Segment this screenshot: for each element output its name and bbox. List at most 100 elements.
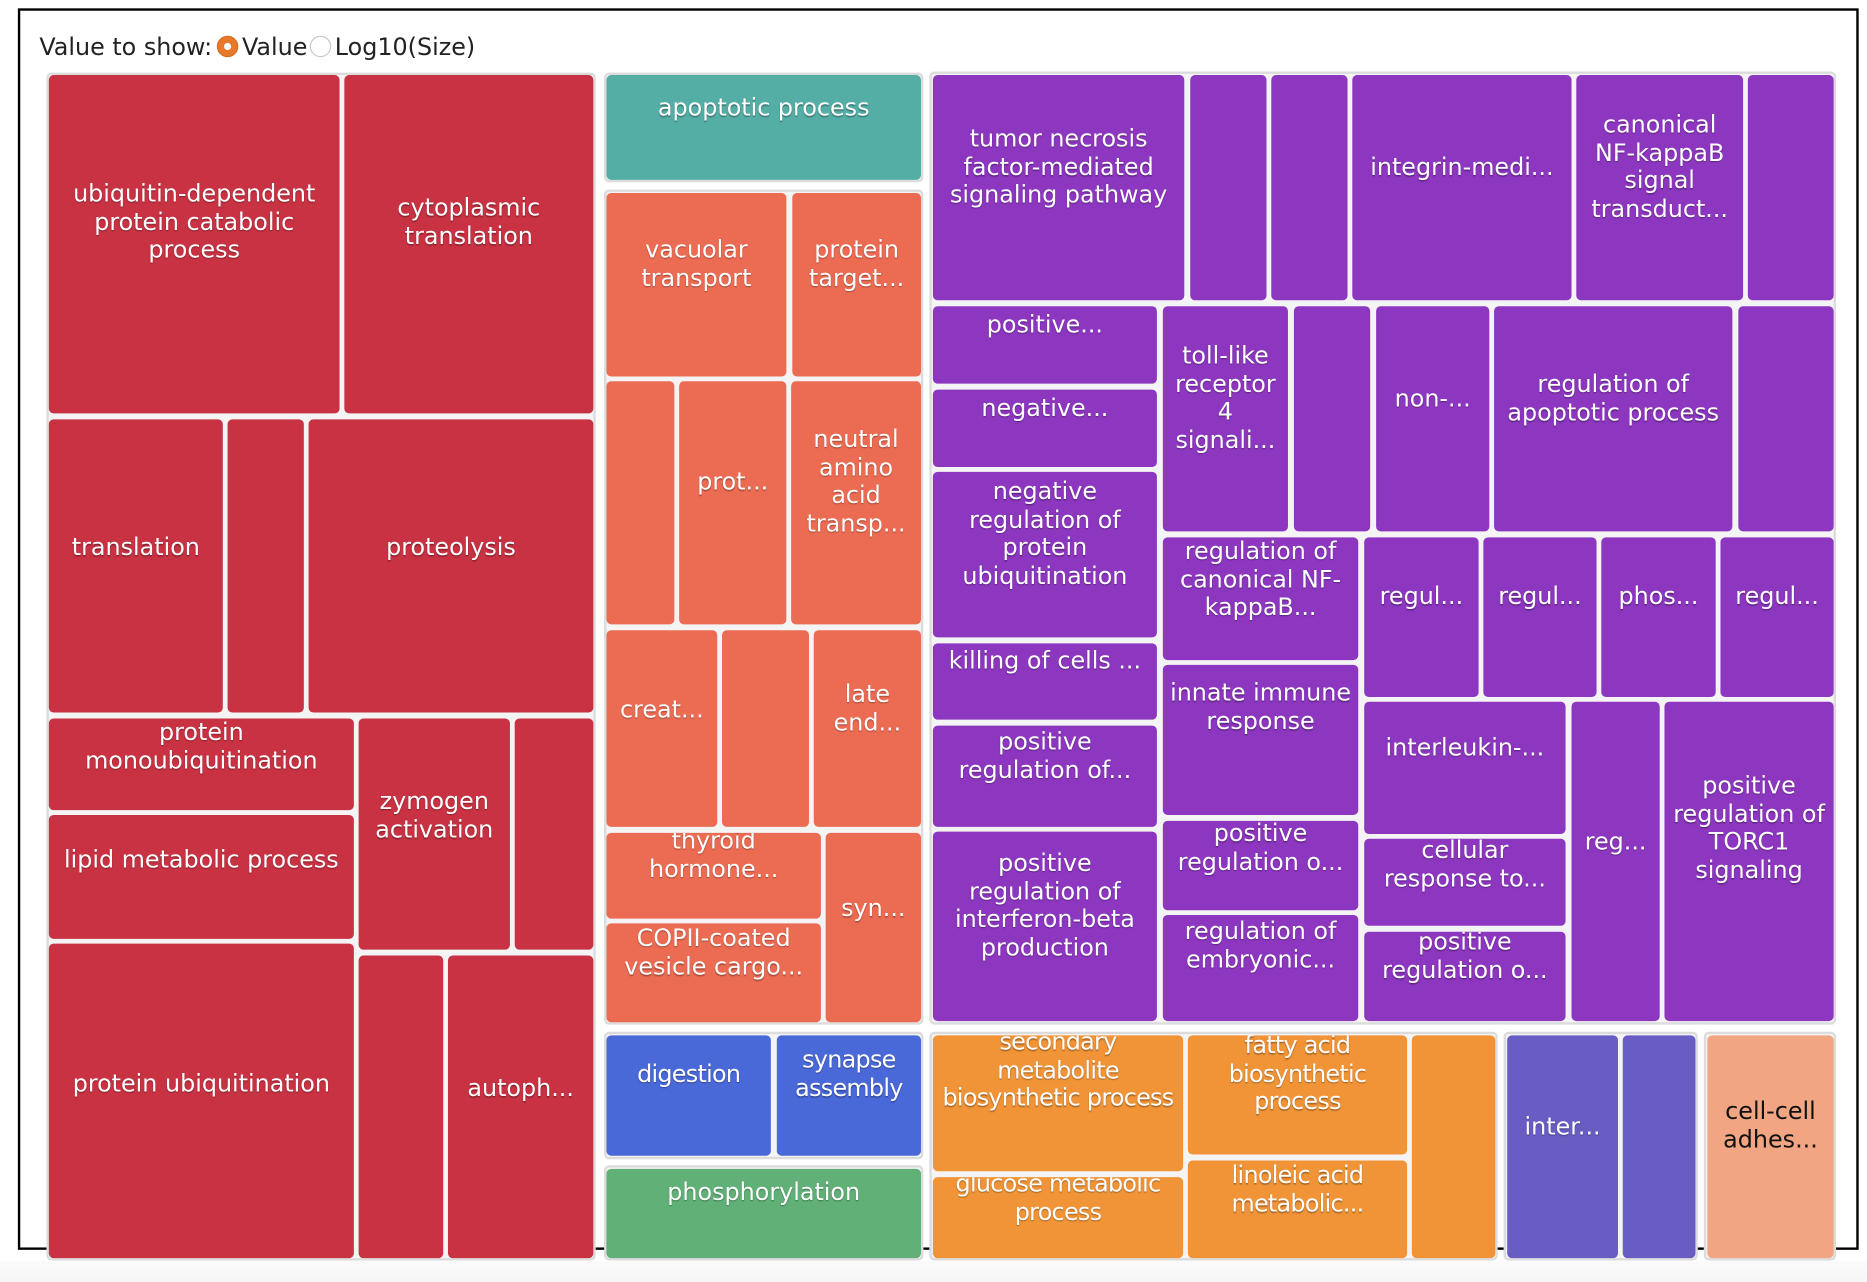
page-footer-background <box>0 1260 1867 1282</box>
treemap-tile-label: protein target... <box>809 234 905 292</box>
value-option-label: Value <box>241 32 308 61</box>
treemap-tile-label: apoptotic process <box>657 92 870 122</box>
treemap-tile[interactable]: positive... <box>932 306 1157 384</box>
treemap-tile-label: cellular response to... <box>1383 838 1546 892</box>
value-option[interactable]: Value <box>216 32 308 61</box>
treemap-tile[interactable]: neutral amino acid transp... <box>791 381 921 625</box>
treemap-tile[interactable]: late end... <box>813 630 921 827</box>
treemap-tile[interactable]: positive regulation of... <box>932 725 1157 827</box>
treemap-tile-label: cytoplasmic translation <box>397 193 541 250</box>
treemap-tile[interactable]: translation <box>48 419 223 713</box>
treemap-tile[interactable]: ubiquitin-dependent protein catabolic pr… <box>48 75 340 414</box>
treemap-tile[interactable]: phos... <box>1601 537 1716 697</box>
treemap-tile-label: creat... <box>619 694 704 724</box>
treemap-tile-label: secondary metabolite biosynthetic proces… <box>942 1035 1175 1112</box>
treemap-tile-unlabeled[interactable] <box>514 718 594 950</box>
treemap-tile-label: regul... <box>1498 581 1582 611</box>
treemap-tile[interactable]: regulation of apoptotic process <box>1494 306 1733 532</box>
treemap-tile[interactable]: killing of cells ... <box>932 643 1157 720</box>
treemap-tile-label: COPII-coated vesicle cargo... <box>624 923 804 980</box>
value-mode-label: Value to show: <box>39 32 213 61</box>
treemap-tile[interactable]: glucose metabolic process <box>932 1177 1184 1259</box>
treemap-tile[interactable]: cellular response to... <box>1364 838 1566 926</box>
treemap-tile[interactable]: toll-like receptor 4 signali... <box>1162 306 1288 532</box>
treemap-tile[interactable]: syn... <box>825 832 921 1023</box>
treemap-tile[interactable]: creat... <box>606 630 718 827</box>
treemap-tile[interactable]: innate immune response <box>1162 664 1359 815</box>
treemap-tile-label: inter... <box>1524 1111 1601 1141</box>
treemap-tile[interactable]: canonical NF-kappaB signal transduct... <box>1576 75 1744 301</box>
treemap-tile-label: phos... <box>1618 581 1699 611</box>
treemap-tile[interactable]: negative regulation of protein ubiquitin… <box>932 471 1157 638</box>
treemap-tile-unlabeled[interactable] <box>1747 75 1834 301</box>
treemap-tile-unlabeled[interactable] <box>227 419 304 713</box>
treemap-tile-label: regul... <box>1379 581 1464 611</box>
treemap-tile[interactable]: tumor necrosis factor-mediated signaling… <box>932 75 1185 301</box>
treemap-tile[interactable]: zymogen activation <box>358 718 510 950</box>
treemap-tile-unlabeled[interactable] <box>1293 306 1371 532</box>
treemap-tile[interactable]: regul... <box>1364 537 1479 697</box>
radio-unselected-icon[interactable] <box>309 35 332 58</box>
treemap-tile-label: positive regulation o... <box>1177 820 1344 876</box>
treemap-tile[interactable]: positive regulation of interferon-beta p… <box>932 831 1157 1022</box>
treemap-tile[interactable]: proteolysis <box>308 419 594 713</box>
treemap-tile-label: interleukin-... <box>1385 732 1545 762</box>
treemap-tile[interactable]: integrin-medi... <box>1352 75 1572 301</box>
treemap-tile[interactable]: fatty acid biosynthetic process <box>1187 1035 1408 1155</box>
treemap-tile-label: killing of cells ... <box>948 645 1142 675</box>
treemap-tile[interactable]: regul... <box>1720 537 1834 697</box>
treemap-tile-label: digestion <box>637 1059 741 1088</box>
treemap-tile[interactable]: regul... <box>1483 537 1597 697</box>
treemap-tile-label: ubiquitin-dependent protein catabolic pr… <box>73 178 316 264</box>
treemap-tile[interactable]: non-... <box>1376 306 1490 532</box>
treemap-tile[interactable]: protein target... <box>792 193 921 377</box>
treemap-tile[interactable]: linoleic acid metabolic... <box>1187 1160 1408 1259</box>
treemap-tile[interactable]: positive regulation of TORC1 signaling <box>1664 701 1834 1022</box>
treemap-tile[interactable]: COPII-coated vesicle cargo... <box>606 923 821 1023</box>
treemap-tile-label: synapse assembly <box>795 1044 903 1102</box>
treemap-tile[interactable]: regulation of canonical NF-kappaB... <box>1162 537 1359 661</box>
treemap-tile[interactable]: vacuolar transport <box>606 193 787 377</box>
treemap-tile-label: positive regulation of TORC1 signaling <box>1673 770 1825 884</box>
log10-size-option[interactable]: Log10(Size) <box>309 32 476 61</box>
treemap-tile-unlabeled[interactable] <box>358 955 444 1259</box>
treemap-tile-unlabeled[interactable] <box>1271 75 1348 301</box>
treemap-tile[interactable]: thyroid hormone... <box>606 832 821 919</box>
treemap-tile[interactable]: inter... <box>1507 1035 1618 1259</box>
treemap-tile[interactable]: secondary metabolite biosynthetic proces… <box>932 1035 1184 1172</box>
treemap-tile-unlabeled[interactable] <box>1190 75 1267 301</box>
treemap-tile-label: thyroid hormone... <box>649 832 779 883</box>
treemap-tile-label: protein ubiquitination <box>72 1068 330 1098</box>
treemap-tile[interactable]: protein monoubiquitination <box>48 718 354 811</box>
treemap-tile-unlabeled[interactable] <box>1411 1035 1496 1259</box>
treemap-tile[interactable]: digestion <box>606 1035 771 1156</box>
treemap-tile[interactable]: positive regulation o... <box>1364 931 1566 1022</box>
treemap-tile[interactable]: apoptotic process <box>606 75 921 180</box>
treemap-tile[interactable]: protein ubiquitination <box>48 943 354 1259</box>
treemap-tile-label: positive regulation o... <box>1382 931 1548 984</box>
treemap-tile[interactable]: cell-cell adhes... <box>1707 1035 1834 1259</box>
treemap-tile[interactable]: cytoplasmic translation <box>344 75 594 414</box>
treemap-tile[interactable]: prot... <box>679 381 787 625</box>
treemap-tile-label: protein monoubiquitination <box>85 718 318 774</box>
treemap-tile[interactable]: interleukin-... <box>1364 701 1566 835</box>
treemap-tile-label: vacuolar transport <box>641 234 752 292</box>
treemap-tile[interactable]: reg... <box>1571 701 1660 1022</box>
treemap-tile[interactable]: negative... <box>932 389 1157 468</box>
treemap-tile-label: phosphorylation <box>667 1177 861 1206</box>
treemap-tile-label: non-... <box>1394 383 1471 413</box>
treemap-tile[interactable]: phosphorylation <box>606 1168 921 1259</box>
treemap-tile-unlabeled[interactable] <box>1738 306 1834 532</box>
treemap-tile[interactable]: regulation of embryonic... <box>1162 915 1359 1022</box>
radio-selected-icon[interactable] <box>216 35 239 58</box>
treemap-tile-unlabeled[interactable] <box>1622 1035 1696 1259</box>
treemap-tile[interactable]: positive regulation o... <box>1162 820 1359 911</box>
log10-size-option-label: Log10(Size) <box>334 32 476 61</box>
treemap-tile[interactable]: autoph... <box>447 955 594 1259</box>
treemap-tile-unlabeled[interactable] <box>606 381 675 625</box>
treemap-tile-label: negative... <box>981 393 1109 422</box>
treemap-tile-unlabeled[interactable] <box>722 630 809 827</box>
treemap-tile[interactable]: lipid metabolic process <box>48 814 354 939</box>
treemap-tile[interactable]: synapse assembly <box>776 1035 921 1156</box>
